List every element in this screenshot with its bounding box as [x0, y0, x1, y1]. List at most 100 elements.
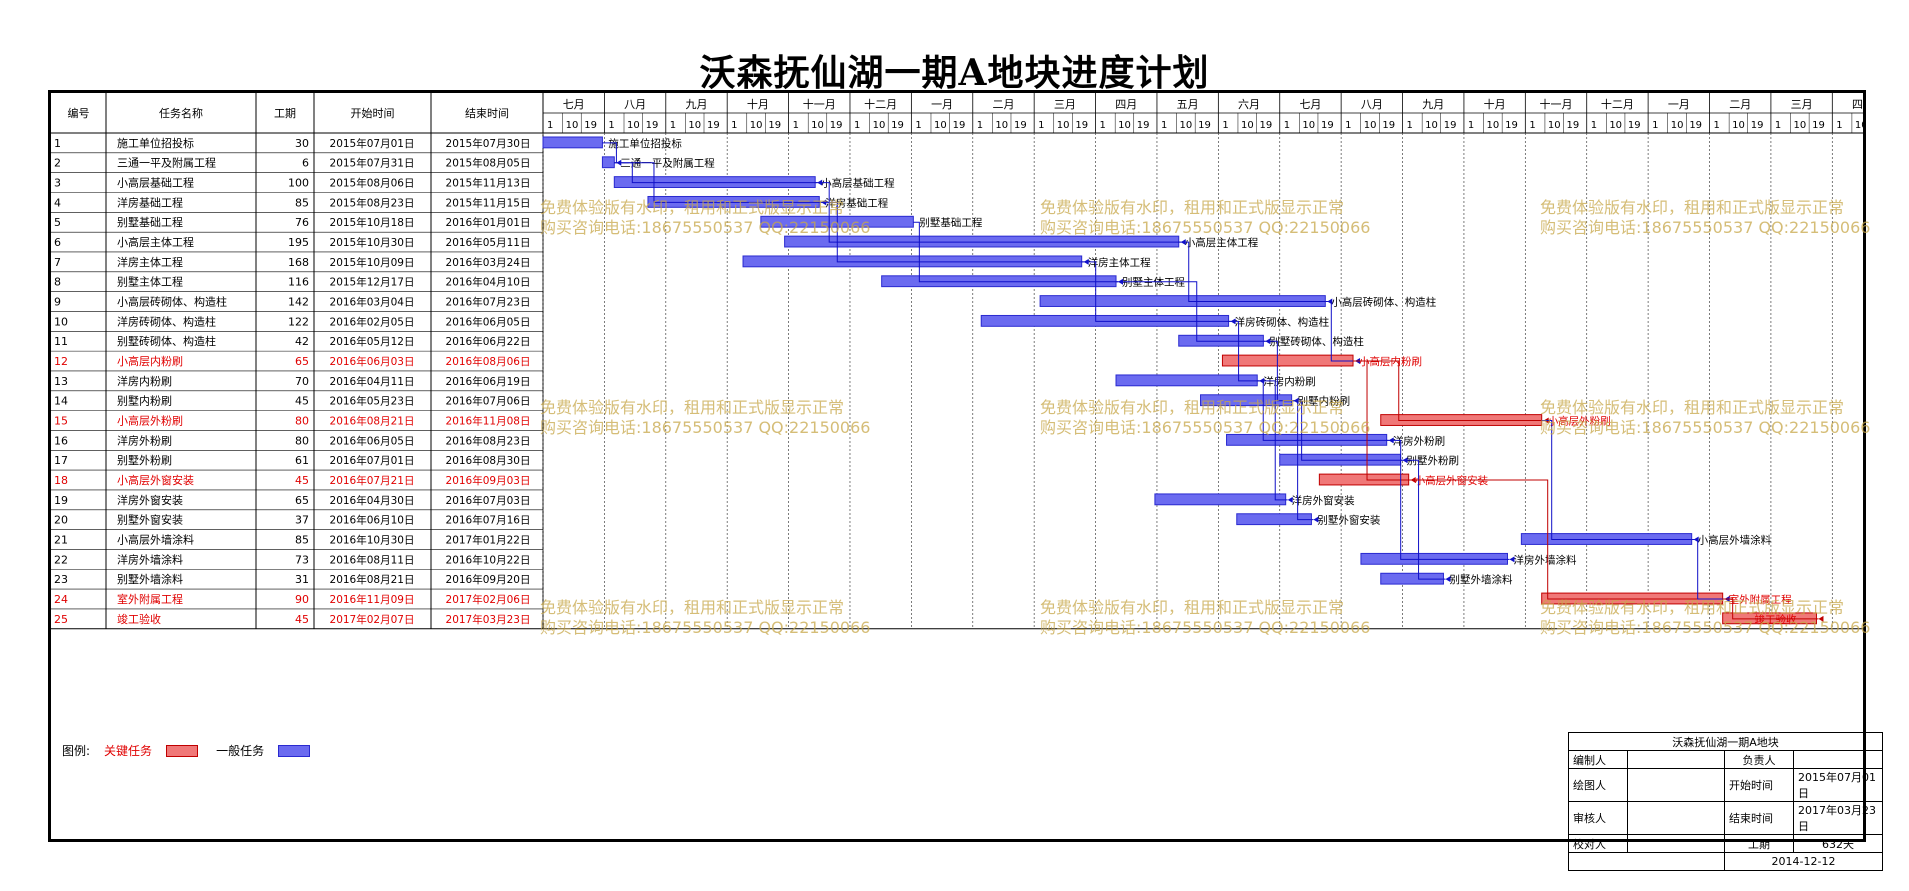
- month-label: 四月: [1115, 98, 1137, 111]
- task-bar: [601, 156, 615, 169]
- task-id: 9: [54, 296, 61, 309]
- watermark-line: 购买咨询电话:18675550537 QQ:22150066: [1040, 418, 1371, 437]
- watermark-line: 购买咨询电话:18675550537 QQ:22150066: [540, 218, 871, 237]
- task-start: 2016年04月11日: [330, 375, 415, 388]
- month-label: 一月: [931, 98, 953, 111]
- task-bar: [1154, 493, 1287, 506]
- task-name: 小高层外窗安装: [117, 473, 194, 487]
- task-bar: [1722, 612, 1817, 625]
- day-tick-label: 10: [1364, 120, 1377, 131]
- watermark-line: 免费体验版有水印，租用和正式版显示正常: [1040, 598, 1345, 617]
- task-end: 2015年07月30日: [446, 137, 531, 150]
- bar-label: 三通一平及附属工程: [620, 157, 715, 170]
- watermark: 免费体验版有水印，租用和正式版显示正常 购买咨询电话:18675550537 QQ…: [540, 198, 870, 238]
- task-id: 8: [54, 276, 61, 289]
- task-end: 2016年07月03日: [446, 494, 531, 507]
- column-header: 任务名称: [159, 106, 203, 120]
- watermark: 免费体验版有水印，租用和正式版显示正常 购买咨询电话:18675550537 QQ…: [1540, 398, 1870, 438]
- task-id: 22: [54, 553, 68, 566]
- task-name: 小高层外墙涂料: [117, 533, 194, 547]
- task-start: 2016年05月12日: [330, 335, 415, 348]
- day-tick-label: 1: [608, 120, 614, 131]
- task-end: 2017年01月22日: [446, 534, 531, 547]
- day-tick-label: 19: [1014, 120, 1027, 131]
- task-name: 施工单位招投标: [117, 136, 194, 150]
- day-tick-label: 19: [1751, 120, 1764, 131]
- task-start: 2015年07月31日: [330, 157, 415, 170]
- task-duration: 65: [295, 355, 309, 368]
- watermark-line: 免费体验版有水印，租用和正式版显示正常: [540, 598, 845, 617]
- day-tick-label: 19: [584, 120, 597, 131]
- task-start: 2016年06月05日: [330, 434, 415, 447]
- task-end: 2016年08月23日: [446, 434, 531, 447]
- bar-label: 洋房外墙涂料: [1514, 553, 1577, 566]
- task-end: 2016年08月06日: [446, 355, 531, 368]
- watermark: 免费体验版有水印，租用和正式版显示正常 购买咨询电话:18675550537 QQ…: [1540, 198, 1870, 238]
- day-tick-label: 10: [566, 120, 579, 131]
- task-start: 2016年06月10日: [330, 514, 415, 527]
- dependency-link: [913, 221, 1119, 283]
- month-label: 十月: [747, 97, 769, 111]
- day-tick-label: 19: [1075, 120, 1088, 131]
- page-title: 沃森抚仙湖一期A地块进度计划: [699, 52, 1210, 94]
- task-name: 洋房外粉刷: [117, 433, 172, 447]
- bar-label: 别墅外墙涂料: [1449, 573, 1512, 586]
- task-name: 洋房基础工程: [117, 195, 183, 209]
- month-label: 七月: [1299, 98, 1321, 111]
- day-tick-label: 19: [1628, 120, 1641, 131]
- day-tick-label: 10: [1548, 120, 1561, 131]
- dependency-link: [815, 182, 1181, 243]
- day-tick-label: 10: [1794, 120, 1807, 131]
- dependency-link: [1353, 360, 1544, 422]
- day-tick-label: 10: [1487, 120, 1500, 131]
- task-name: 小高层主体工程: [117, 235, 194, 249]
- day-tick-label: 10: [688, 120, 701, 131]
- task-bar: [1318, 473, 1410, 486]
- watermark-line: 免费体验版有水印，租用和正式版显示正常: [1540, 398, 1845, 417]
- month-label: 一月: [1668, 98, 1690, 111]
- task-id: 7: [54, 256, 61, 269]
- task-start: 2016年11月09日: [330, 593, 415, 606]
- bar-label: 洋房主体工程: [1088, 256, 1151, 269]
- task-duration: 85: [295, 196, 309, 209]
- day-tick-label: 10: [1671, 120, 1684, 131]
- day-tick-label: 1: [670, 120, 676, 131]
- task-end: 2016年09月03日: [446, 474, 531, 487]
- task-end: 2016年05月11日: [446, 236, 531, 249]
- project-name: 沃森抚仙湖一期A地块: [1568, 732, 1883, 751]
- dependency-link: [1081, 261, 1231, 322]
- task-bar: [1360, 552, 1509, 565]
- dependency-link: [1263, 340, 1294, 402]
- task-duration: 90: [295, 593, 309, 606]
- dependency-link: [819, 201, 1084, 263]
- dependency-link: [1257, 380, 1288, 501]
- task-name: 别墅内粉刷: [117, 394, 172, 408]
- task-id: 23: [54, 573, 68, 586]
- editor-value: [1627, 750, 1725, 769]
- task-end: 2016年10月22日: [446, 553, 531, 566]
- task-name: 洋房外窗安装: [117, 493, 183, 507]
- task-name: 洋房内粉刷: [117, 374, 172, 388]
- day-tick-label: 19: [707, 120, 720, 131]
- task-start: 2016年04月30日: [330, 494, 415, 507]
- task-end: 2016年11月08日: [446, 415, 531, 428]
- task-end: 2016年06月19日: [446, 375, 531, 388]
- day-tick-label: 1: [547, 120, 553, 131]
- link-arrowhead: [1287, 496, 1293, 503]
- task-id: 21: [54, 534, 68, 547]
- task-start: 2016年02月05日: [330, 315, 415, 328]
- task-bar: [542, 136, 603, 149]
- link-arrowhead: [1509, 556, 1515, 563]
- legend-normal-swatch: [278, 744, 311, 757]
- dependency-link: [1722, 598, 1819, 620]
- task-end: 2017年03月23日: [446, 613, 531, 626]
- watermark-line: 免费体验版有水印，租用和正式版显示正常: [1040, 398, 1345, 417]
- task-duration: 65: [295, 494, 309, 507]
- day-tick-label: 1: [1591, 120, 1597, 131]
- editor-label: 编制人: [1568, 750, 1628, 769]
- day-tick-label: 1: [1714, 120, 1720, 131]
- day-tick-label: 10: [1425, 120, 1438, 131]
- task-start: 2016年07月01日: [330, 454, 415, 467]
- task-id: 3: [54, 177, 61, 190]
- legend-normal-label: 一般任务: [216, 744, 265, 758]
